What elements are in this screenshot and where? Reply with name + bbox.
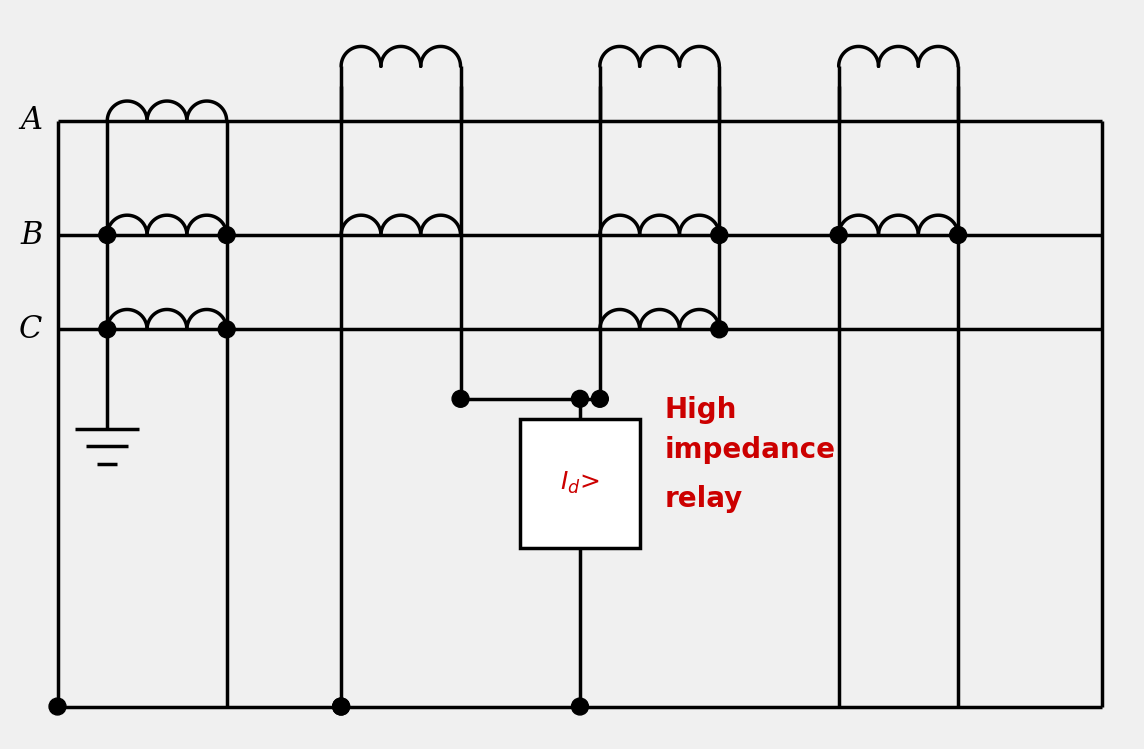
Text: A: A: [21, 106, 42, 136]
Text: impedance: impedance: [665, 436, 835, 464]
Text: $I_d\!>$: $I_d\!>$: [559, 470, 601, 497]
Circle shape: [333, 698, 350, 715]
Circle shape: [49, 698, 66, 715]
Circle shape: [452, 390, 469, 407]
Circle shape: [219, 227, 236, 243]
Text: High: High: [665, 396, 737, 424]
Circle shape: [572, 698, 588, 715]
Bar: [521, 419, 639, 548]
Circle shape: [710, 321, 728, 338]
Circle shape: [219, 321, 236, 338]
Text: relay: relay: [665, 485, 742, 514]
Circle shape: [710, 227, 728, 243]
Circle shape: [831, 227, 848, 243]
Text: B: B: [21, 219, 42, 251]
Circle shape: [950, 227, 967, 243]
Circle shape: [98, 227, 116, 243]
Circle shape: [98, 321, 116, 338]
Circle shape: [333, 698, 350, 715]
Circle shape: [572, 390, 588, 407]
Text: C: C: [19, 314, 42, 345]
Circle shape: [591, 390, 609, 407]
